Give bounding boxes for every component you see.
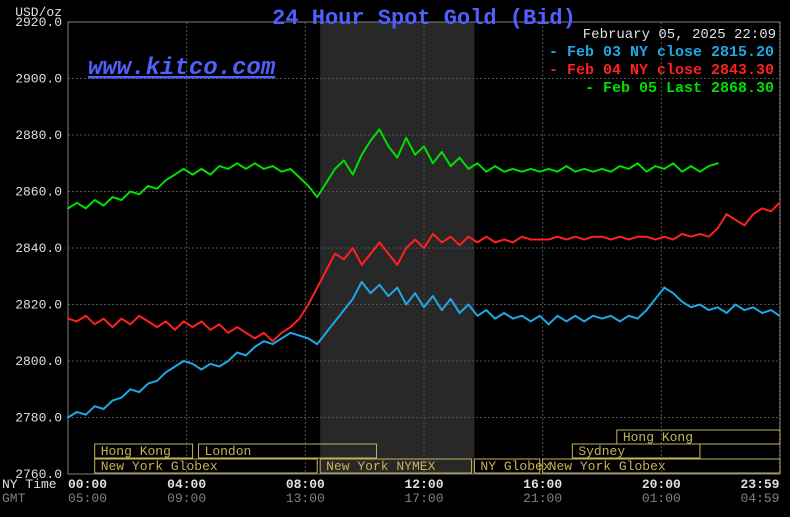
x-tick-ny: 08:00: [286, 477, 325, 492]
watermark: www.kitco.com: [88, 55, 276, 82]
ny-time-row-label: NY Time: [2, 477, 57, 492]
x-tick-ny: 16:00: [523, 477, 562, 492]
legend-entry: - Feb 04 NY close 2843.30: [549, 62, 774, 79]
x-tick-gmt: 09:00: [167, 491, 206, 506]
market-session-label: New York Globex: [101, 459, 218, 474]
x-tick-ny: 20:00: [642, 477, 681, 492]
market-session-label: NY Globex: [480, 459, 550, 474]
chart-timestamp: February 05, 2025 22:09: [583, 27, 776, 43]
market-session-label: Hong Kong: [623, 430, 693, 445]
x-tick-gmt: 05:00: [68, 491, 107, 506]
x-tick-gmt: 01:00: [642, 491, 681, 506]
market-session-label: Sydney: [578, 444, 625, 459]
y-tick-label: 2880.0: [15, 128, 62, 143]
y-tick-label: 2820.0: [15, 298, 62, 313]
market-session-label: New York Globex: [549, 459, 666, 474]
y-tick-label: 2840.0: [15, 241, 62, 256]
x-tick-gmt: 04:59: [740, 491, 779, 506]
x-tick-ny: 12:00: [404, 477, 443, 492]
x-tick-ny: 00:00: [68, 477, 107, 492]
x-tick-gmt: 17:00: [404, 491, 443, 506]
chart-title: 24 Hour Spot Gold (Bid): [272, 6, 576, 31]
chart-svg: 2760.02780.02800.02820.02840.02860.02880…: [0, 0, 790, 517]
x-tick-ny: 23:59: [740, 477, 779, 492]
y-axis-label: USD/oz: [15, 5, 62, 20]
legend-entry: - Feb 03 NY close 2815.20: [549, 44, 774, 61]
y-tick-label: 2900.0: [15, 72, 62, 87]
x-tick-gmt: 21:00: [523, 491, 562, 506]
legend-entry: - Feb 05 Last 2868.30: [585, 80, 774, 97]
y-tick-label: 2800.0: [15, 354, 62, 369]
y-tick-label: 2860.0: [15, 185, 62, 200]
y-tick-label: 2780.0: [15, 411, 62, 426]
market-session-label: New York NYMEX: [326, 459, 435, 474]
gold-spot-chart: 2760.02780.02800.02820.02840.02860.02880…: [0, 0, 790, 517]
market-session-label: London: [205, 444, 252, 459]
market-session-label: Hong Kong: [101, 444, 171, 459]
x-tick-ny: 04:00: [167, 477, 206, 492]
x-tick-gmt: 13:00: [286, 491, 325, 506]
gmt-row-label: GMT: [2, 491, 26, 506]
